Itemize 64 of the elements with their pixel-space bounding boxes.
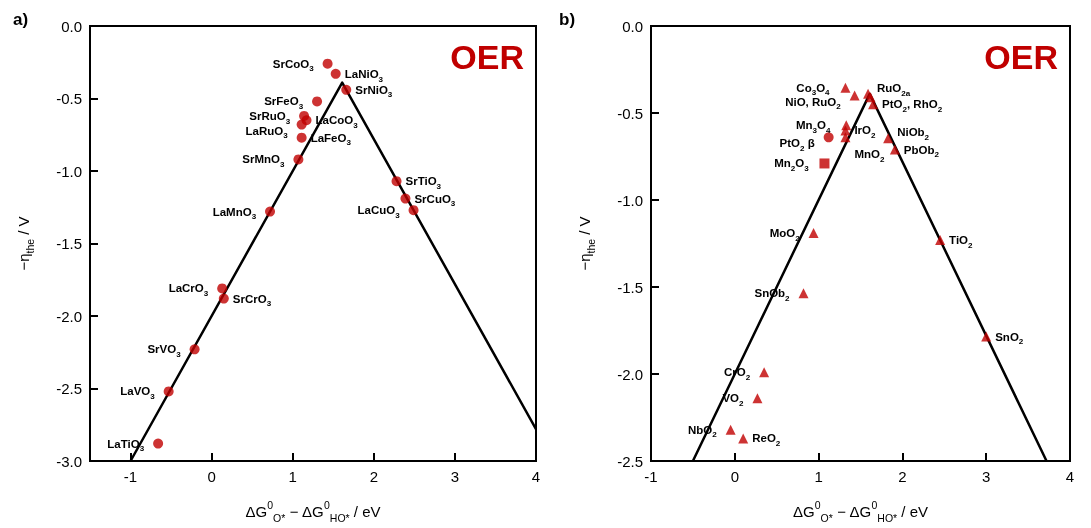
point — [823, 132, 834, 143]
point — [189, 344, 200, 355]
point — [408, 205, 419, 216]
point — [867, 99, 878, 110]
point — [153, 438, 164, 449]
point — [934, 235, 945, 246]
x-tick-label: 2 — [369, 468, 378, 485]
point — [865, 92, 876, 103]
x-tick-label: -1 — [123, 468, 138, 485]
point — [391, 176, 402, 187]
point — [980, 331, 991, 342]
x-tick-label: 4 — [1065, 468, 1074, 485]
chart-title: b) — [558, 10, 575, 29]
x-tick-label: 3 — [450, 468, 460, 485]
point — [293, 154, 304, 165]
x-tick-label: 1 — [288, 468, 297, 485]
point — [839, 82, 850, 93]
y-tick-label: -0.5 — [56, 90, 82, 107]
point — [808, 228, 819, 239]
y-tick-label: 0.0 — [621, 17, 643, 35]
point — [882, 133, 893, 144]
x-tick-label: 0 — [730, 468, 739, 485]
y-tick-label: -2.5 — [56, 380, 82, 397]
point — [818, 158, 829, 169]
y-tick-label: -3.0 — [56, 452, 82, 470]
point — [849, 90, 860, 101]
point — [163, 386, 174, 397]
point — [400, 193, 411, 204]
point — [217, 283, 228, 294]
point — [737, 433, 748, 444]
point — [265, 206, 276, 217]
x-tick-label: 3 — [981, 468, 990, 485]
y-tick-label: -2.5 — [616, 452, 643, 470]
y-tick-label: -1.0 — [616, 191, 643, 209]
point — [296, 132, 307, 143]
x-tick-label: -1 — [643, 468, 658, 485]
chart-title: a) — [13, 10, 29, 29]
point — [322, 58, 333, 69]
point — [341, 84, 352, 95]
annotation: OER — [983, 38, 1058, 76]
point — [758, 367, 769, 378]
x-tick-label: 4 — [531, 468, 541, 485]
point — [889, 144, 900, 155]
y-tick-label: -2.0 — [56, 307, 82, 325]
point — [751, 393, 762, 404]
y-tick-label: -2.0 — [616, 365, 643, 383]
point — [725, 424, 736, 435]
y-tick-label: -1.0 — [56, 162, 82, 180]
y-tick-label: -1.5 — [56, 235, 82, 252]
point — [296, 119, 307, 130]
x-tick-label: 2 — [897, 468, 907, 485]
point — [218, 293, 229, 304]
y-tick-label: 0.0 — [61, 17, 82, 35]
point — [312, 96, 323, 107]
y-tick-label: -1.5 — [616, 278, 643, 296]
point — [839, 132, 850, 143]
y-axis-title: −ηthe / V — [14, 216, 36, 271]
point — [798, 288, 809, 299]
y-axis-title: −ηthe / V — [575, 216, 596, 271]
x-tick-label: 1 — [813, 468, 823, 485]
x-tick-label: 0 — [207, 468, 216, 485]
annotation: OER — [450, 38, 525, 76]
point — [330, 68, 341, 79]
y-tick-label: -0.5 — [616, 104, 643, 122]
